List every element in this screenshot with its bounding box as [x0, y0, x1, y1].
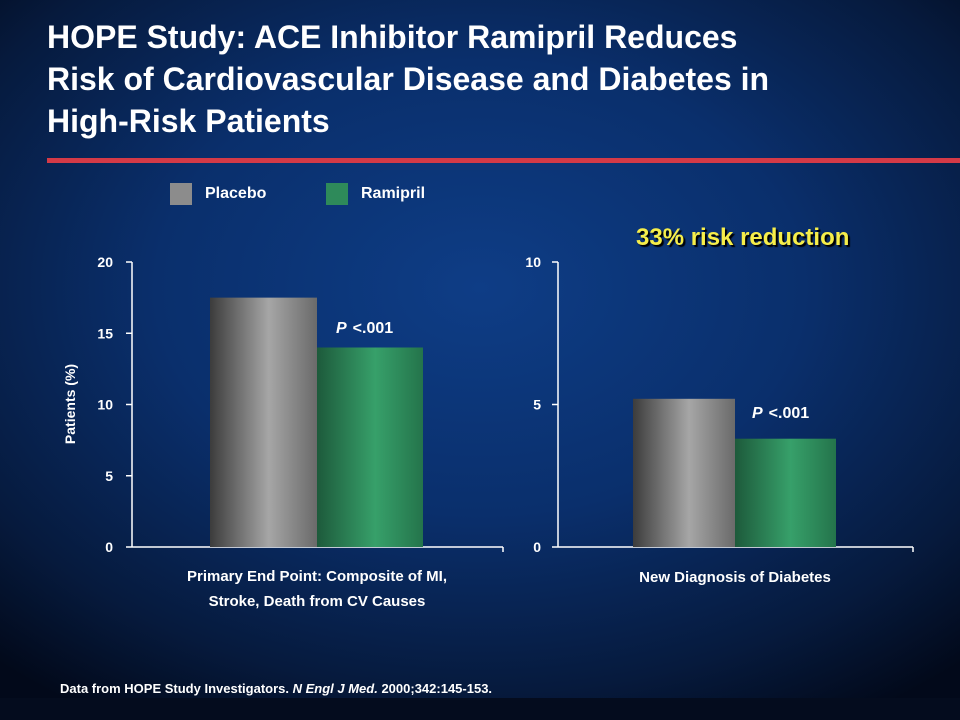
category-label-chart-1: Stroke, Death from CV Causes	[209, 593, 426, 610]
legend-swatch-placebo	[170, 183, 192, 205]
y-tick-label: 15	[97, 325, 113, 341]
y-tick-label: 10	[525, 254, 541, 270]
footnote-suffix: 2000;342:145-153.	[377, 681, 493, 696]
bar-placebo-chart-2	[633, 398, 735, 547]
p-value-annotation-chart-1: P <.001	[336, 320, 393, 337]
title-divider	[47, 158, 960, 163]
bar-placebo-chart-1	[210, 297, 317, 547]
bar-ramipril-chart-1	[317, 347, 423, 547]
p-value-annotation-chart-2: P <.001	[752, 405, 809, 422]
y-tick-label: 0	[533, 539, 541, 555]
category-label-chart-2: New Diagnosis of Diabetes	[639, 569, 831, 586]
title-line-2: Risk of Cardiovascular Disease and Diabe…	[47, 61, 770, 97]
category-label-chart-1: Primary End Point: Composite of MI,	[187, 568, 447, 585]
legend-label-placebo: Placebo	[205, 185, 267, 202]
legend-item-ramipril: Ramipril	[326, 183, 425, 205]
risk-reduction-callout: 33% risk reduction	[636, 224, 850, 251]
y-tick-label: 20	[97, 254, 113, 270]
bar-ramipril-chart-2	[735, 438, 836, 547]
y-tick-label: 5	[533, 397, 541, 413]
y-tick-label: 5	[105, 468, 113, 484]
slide-title: HOPE Study: ACE Inhibitor Ramipril Reduc…	[47, 16, 927, 142]
footnote-prefix: Data from HOPE Study Investigators.	[60, 681, 293, 696]
legend-label-ramipril: Ramipril	[361, 185, 426, 202]
y-tick-label: 10	[97, 397, 113, 413]
footnote-journal: N Engl J Med.	[292, 681, 378, 696]
footnote: Data from HOPE Study Investigators. N En…	[60, 681, 492, 696]
title-line-1: HOPE Study: ACE Inhibitor Ramipril Reduc…	[47, 19, 738, 55]
y-tick-label: 0	[105, 539, 113, 555]
title-line-3: High-Risk Patients	[47, 103, 330, 139]
legend-swatch-ramipril	[326, 183, 348, 205]
y-axis-title-chart-1: Patients (%)	[62, 364, 78, 444]
bottom-band	[0, 698, 960, 720]
legend-item-placebo: Placebo	[170, 183, 266, 205]
